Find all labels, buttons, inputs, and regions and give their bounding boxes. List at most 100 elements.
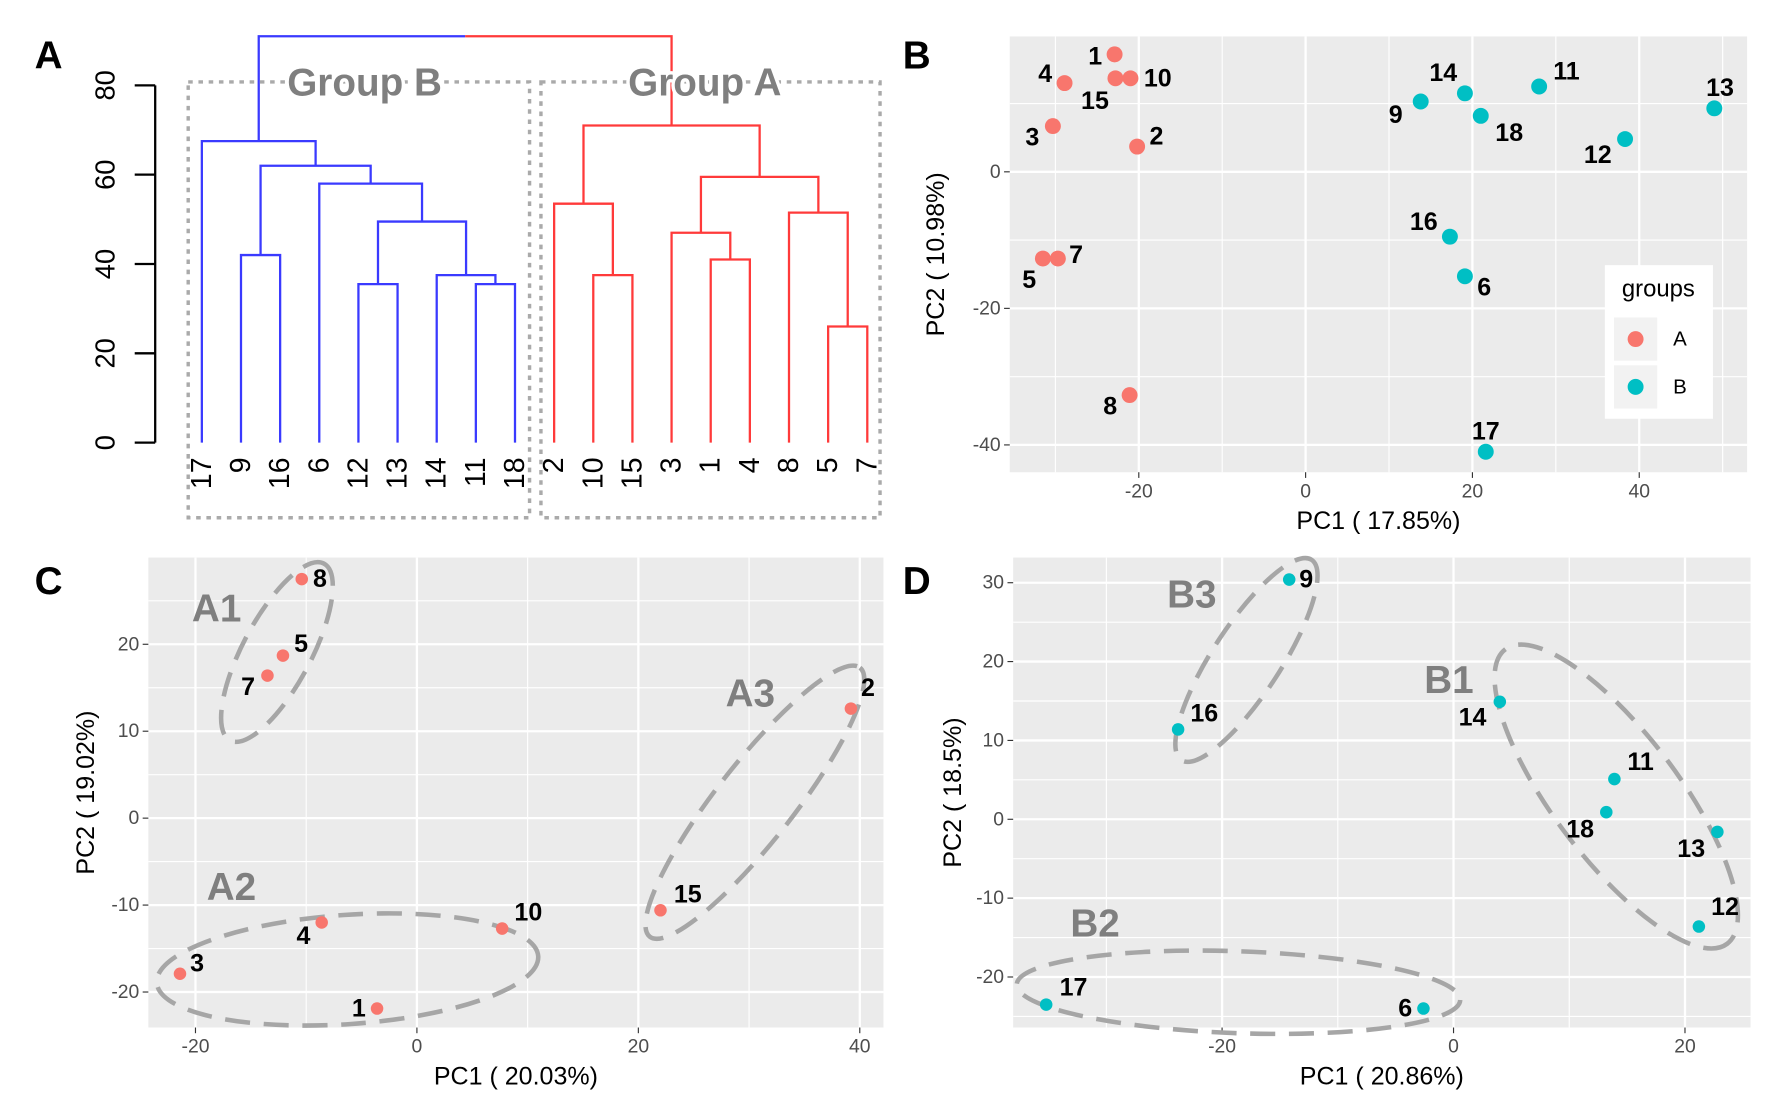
leaf-label: 18	[499, 457, 531, 489]
point-label: 15	[1081, 87, 1109, 115]
y-tick-label: 10	[118, 720, 139, 742]
data-point	[1711, 825, 1724, 839]
pca-panel-d: -20 0 20 30 20 10 0 -10 -20 PC1 ( 20.86%) PC2 ( 18…	[939, 555, 1751, 1090]
x-axis-title: PC1 ( 20.86%)	[1300, 1062, 1464, 1090]
leaf-label: 6	[303, 457, 335, 473]
data-point	[1692, 920, 1706, 933]
data-point	[844, 702, 858, 715]
cluster-ellipse	[1492, 642, 1741, 951]
y-tick-label: 20	[118, 633, 139, 655]
point-label: 11	[1627, 748, 1654, 776]
y-tick-label: 20	[983, 651, 1005, 673]
x-tick-label: 0	[1448, 1036, 1459, 1058]
data-point	[1477, 443, 1494, 460]
dendrogram-branch	[827, 325, 869, 443]
y-tick-label: 0	[990, 161, 1001, 183]
point-label: 16	[1410, 208, 1438, 236]
leaf-label: 10	[577, 457, 609, 489]
data-point	[261, 669, 274, 682]
point-label: 5	[294, 630, 308, 658]
dendrogram-branch	[699, 175, 820, 233]
data-point	[1412, 93, 1429, 110]
leaf-label: 4	[734, 457, 766, 473]
data-point	[1600, 805, 1613, 819]
point-label: 13	[1677, 835, 1705, 863]
x-tick-label: 40	[1628, 480, 1650, 502]
cluster-ellipse	[1014, 948, 1463, 1037]
point-label: 14	[1459, 704, 1487, 732]
y-axis-title: PC2 ( 19.02%)	[72, 711, 100, 875]
x-tick-label: -20	[1125, 480, 1153, 502]
leaf-label: 9	[225, 457, 257, 473]
point-label: 2	[1150, 122, 1164, 150]
point-label: 18	[1495, 119, 1523, 147]
point-label: 8	[1103, 392, 1117, 420]
leaf-label: 15	[616, 457, 648, 489]
point-label: 7	[241, 673, 255, 701]
y-tick-label: -40	[973, 434, 1001, 456]
data-point	[315, 916, 328, 929]
leaf-label: 17	[186, 457, 218, 489]
point-label: 8	[313, 565, 327, 593]
leaf-label: 7	[851, 457, 883, 473]
leaf-label: 14	[421, 457, 453, 489]
point-label: 10	[514, 899, 542, 927]
data-point	[276, 649, 290, 662]
y-tick-label: 80	[90, 70, 121, 100]
data-point	[1039, 998, 1053, 1011]
y-tick-label: 0	[993, 808, 1004, 830]
point-label: 5	[1022, 266, 1036, 294]
panel-label-d: D	[903, 560, 931, 603]
point-label: 1	[352, 995, 366, 1023]
data-point	[1608, 772, 1621, 786]
dendrogram-branch	[357, 282, 399, 443]
plot-background	[1013, 557, 1751, 1028]
cluster-label: A2	[207, 866, 256, 909]
point-label: 3	[1025, 123, 1039, 151]
data-point	[1531, 78, 1548, 95]
y-tick-label: -20	[111, 981, 139, 1003]
point-label: 17	[1472, 417, 1500, 445]
leaf-label: 8	[773, 457, 805, 473]
y-tick-label: 0	[90, 435, 121, 450]
y-tick-label: 0	[129, 807, 140, 829]
data-point	[1456, 268, 1473, 285]
point-label: 12	[1711, 893, 1739, 921]
dendrogram-branch	[259, 164, 372, 256]
cluster-label: B2	[1070, 902, 1119, 945]
y-tick-label: 30	[983, 572, 1005, 594]
legend-title: groups	[1622, 276, 1695, 303]
data-point	[1171, 723, 1185, 736]
dendrogram-branch	[582, 124, 761, 204]
data-point	[1456, 85, 1473, 102]
panel-label-b: B	[903, 34, 931, 77]
data-point	[1034, 250, 1051, 267]
group-label: Group B	[287, 62, 442, 105]
y-tick-label: -10	[976, 887, 1004, 909]
group-label: Group A	[628, 62, 781, 105]
cluster-ellipse	[154, 911, 541, 1028]
data-point	[1049, 250, 1066, 267]
x-tick-label: 20	[628, 1036, 650, 1058]
x-axis-title: PC1 ( 17.85%)	[1296, 507, 1460, 535]
data-point	[173, 967, 187, 981]
point-label: 1	[1088, 43, 1102, 71]
pca-panel-b: -20 0 20 40 0 -20 -40 PC1 ( 17.85%) PC2 ( 10.98%…	[922, 36, 1748, 535]
point-label: 12	[1584, 141, 1612, 169]
group-box	[539, 80, 882, 520]
plot-background	[148, 557, 884, 1028]
y-axis-title: PC2 ( 10.98%)	[922, 172, 950, 336]
x-tick-label: -20	[1208, 1036, 1236, 1058]
dendrogram-branch	[670, 231, 732, 443]
data-point	[1121, 387, 1138, 404]
leaf-label: 16	[264, 457, 296, 489]
dendrogram-branch	[474, 282, 517, 443]
data-point	[295, 572, 309, 586]
legend-label: A	[1673, 328, 1687, 351]
leaf-label: 1	[695, 457, 727, 473]
x-tick-label: 40	[849, 1036, 871, 1058]
y-tick-label: 40	[90, 249, 121, 279]
x-tick-label: 20	[1674, 1036, 1696, 1058]
leaf-label: 2	[538, 457, 570, 473]
